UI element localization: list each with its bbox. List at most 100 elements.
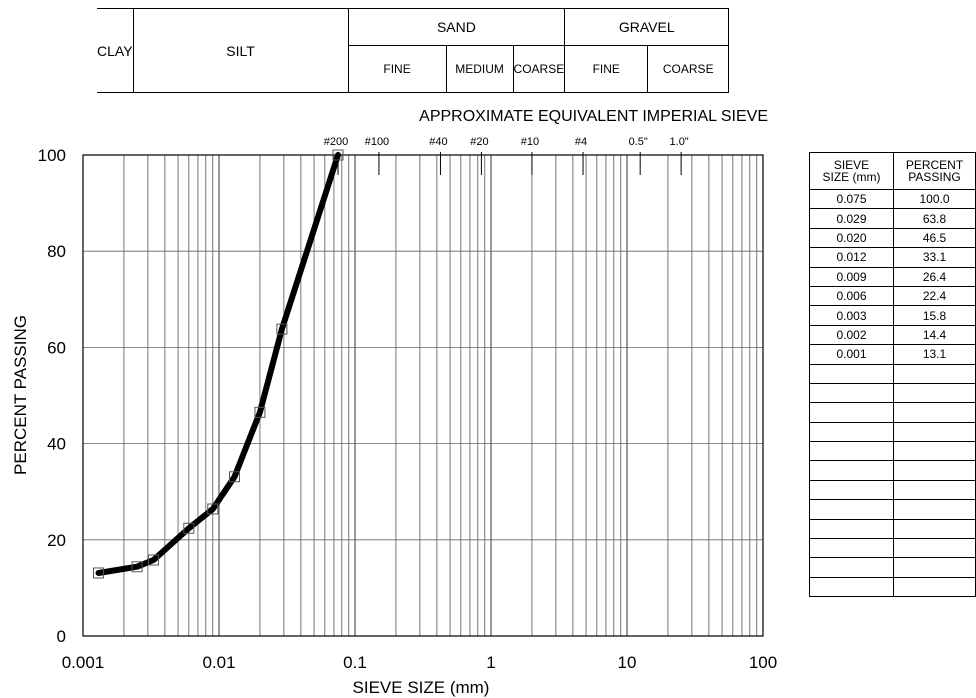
table-row xyxy=(809,382,976,404)
table-row: 0.002 14.4 xyxy=(809,324,976,346)
sieve-size-cell: 0.006 xyxy=(809,285,894,307)
table-row: 0.012 33.1 xyxy=(809,247,976,268)
percent-passing-cell: 26.4 xyxy=(893,266,976,287)
percent-passing-cell xyxy=(893,441,976,462)
table-row: 0.020 46.5 xyxy=(809,227,976,249)
table-row xyxy=(809,499,976,520)
table-row xyxy=(809,363,976,384)
percent-passing-cell xyxy=(893,518,976,540)
sieve-size-cell: 0.075 xyxy=(809,188,894,210)
sieve-data-table: SIEVE SIZE (mm) PERCENT PASSING 0.075 100.0… xyxy=(809,152,976,598)
percent-passing-cell xyxy=(893,538,976,559)
percent-passing-cell: 22.4 xyxy=(893,285,976,307)
data-point-marker xyxy=(228,471,240,483)
sieve-size-cell: 0.003 xyxy=(809,305,894,326)
percent-passing-cell xyxy=(893,479,976,501)
table-row: 0.001 13.1 xyxy=(809,344,976,365)
sieve-label: #200 xyxy=(324,136,348,148)
x-tick-label: 1 xyxy=(486,653,495,672)
x-tick-label: 0.01 xyxy=(202,653,235,672)
sieve-size-cell xyxy=(809,421,894,443)
sieve-size-cell xyxy=(809,538,894,559)
y-tick-label: 100 xyxy=(38,146,66,165)
sieve-size-header: SIEVE SIZE (mm) xyxy=(809,152,894,190)
sieve-size-cell xyxy=(809,499,894,520)
percent-passing-cell: 15.8 xyxy=(893,305,976,326)
gravel-fine-label: FINE xyxy=(564,45,649,93)
table-row: 0.009 26.4 xyxy=(809,266,976,287)
y-tick-label: 0 xyxy=(57,627,66,646)
table-row: 0.029 63.8 xyxy=(809,208,976,229)
table-row xyxy=(809,538,976,559)
y-tick-label: 20 xyxy=(47,531,66,550)
percent-passing-cell: 13.1 xyxy=(893,344,976,365)
top-axis-label: APPROXIMATE EQUIVALENT IMPERIAL SIEVE xyxy=(419,108,768,125)
sieve-size-cell: 0.009 xyxy=(809,266,894,287)
sieve-label: #10 xyxy=(521,136,539,148)
sieve-size-cell xyxy=(809,557,894,578)
sand-fine-label: FINE xyxy=(347,45,447,93)
table-row xyxy=(809,557,976,578)
percent-passing-cell: 14.4 xyxy=(893,324,976,346)
sieve-size-cell xyxy=(809,576,894,598)
clay-label: CLAY xyxy=(97,8,134,93)
x-tick-label: 0.001 xyxy=(62,653,105,672)
table-row xyxy=(809,402,976,423)
table-row xyxy=(809,576,976,598)
y-tick-label: 40 xyxy=(47,435,66,454)
sieve-label: #100 xyxy=(365,136,389,148)
data-point-marker xyxy=(332,149,344,161)
sieve-size-cell: 0.001 xyxy=(809,344,894,365)
sieve-size-cell xyxy=(809,402,894,423)
sieve-size-cell xyxy=(809,460,894,481)
soil-classification-table: CLAY SILT SAND GRAVEL FINE MEDIUM COARSE… xyxy=(97,8,730,93)
gravel-label: GRAVEL xyxy=(564,8,730,46)
x-tick-label: 10 xyxy=(618,653,637,672)
sieve-size-cell: 0.029 xyxy=(809,208,894,229)
table-row: 0.006 22.4 xyxy=(809,285,976,307)
data-point-marker xyxy=(131,561,143,573)
sieve-label: #40 xyxy=(429,136,447,148)
sieve-label: #4 xyxy=(575,136,587,148)
axis-ticks: 0.001 0.01 0.1 1 10 100 0 20 40 60 80 100 xyxy=(38,146,778,672)
percent-passing-cell xyxy=(893,382,976,404)
percent-passing-cell: 46.5 xyxy=(893,227,976,249)
table-row: 0.075 100.0 xyxy=(809,188,976,210)
percent-passing-header: PERCENT PASSING xyxy=(893,152,976,190)
sieve-size-cell: 0.020 xyxy=(809,227,894,249)
sieve-size-cell: 0.002 xyxy=(809,324,894,346)
x-tick-label: 100 xyxy=(749,653,777,672)
sieve-size-cell xyxy=(809,382,894,404)
data-point-marker xyxy=(207,503,219,515)
table-row xyxy=(809,421,976,443)
plot-frame xyxy=(82,154,764,637)
gravel-coarse-label: COARSE xyxy=(647,45,730,93)
percent-passing-cell xyxy=(893,557,976,578)
percent-passing-cell xyxy=(893,576,976,598)
sieve-label: #20 xyxy=(470,136,488,148)
percent-passing-cell xyxy=(893,499,976,520)
y-tick-label: 80 xyxy=(47,242,66,261)
imperial-sieve-markers: #200 #100 #40 #20 #10 #4 0.5" 1.0" xyxy=(324,136,689,175)
data-point-marker xyxy=(276,323,288,335)
percent-passing-cell xyxy=(893,421,976,443)
sieve-size-cell xyxy=(809,479,894,501)
data-point-marker xyxy=(183,522,195,534)
sand-coarse-label: COARSE xyxy=(512,45,566,93)
percent-passing-cell xyxy=(893,363,976,384)
grid xyxy=(82,154,764,637)
data-point-marker xyxy=(148,554,160,566)
sieve-size-cell xyxy=(809,441,894,462)
gradation-curve-group xyxy=(92,149,344,579)
sieve-size-cell: 0.012 xyxy=(809,247,894,268)
sieve-label: 0.5" xyxy=(629,136,648,148)
sieve-size-cell xyxy=(809,363,894,384)
percent-passing-cell: 100.0 xyxy=(893,188,976,210)
y-axis-label: PERCENT PASSING xyxy=(11,315,30,475)
sieve-label: 1.0" xyxy=(670,136,689,148)
x-axis-label: SIEVE SIZE (mm) xyxy=(353,678,490,697)
table-row: 0.003 15.8 xyxy=(809,305,976,326)
percent-passing-cell: 33.1 xyxy=(893,247,976,268)
data-point-marker xyxy=(92,567,104,579)
